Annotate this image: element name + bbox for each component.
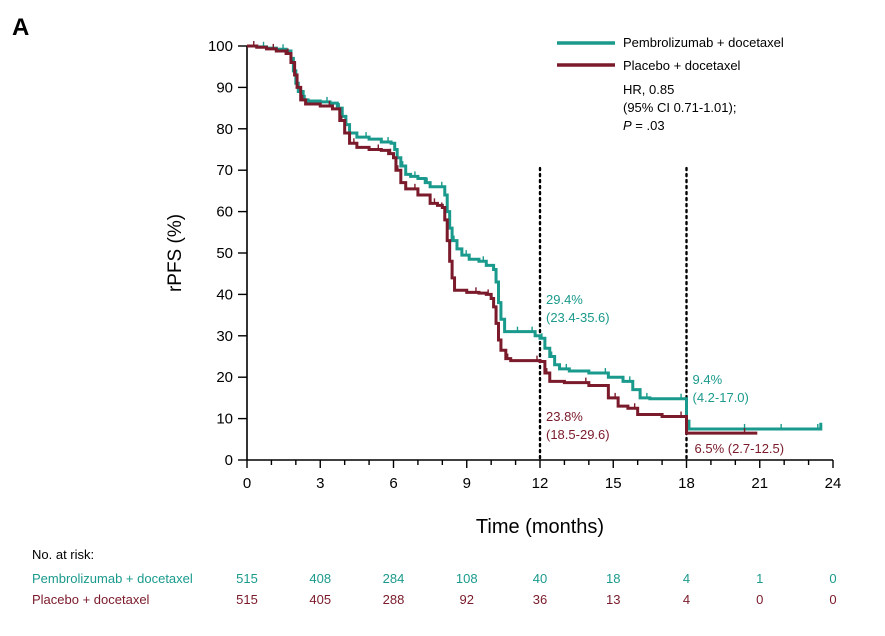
y-tick-label: 90 [216,79,233,96]
survival-curves [247,41,823,435]
risk-value: 13 [606,592,620,607]
stats-block: HR, 0.85 (95% CI 0.71-1.01); P = .03 [623,82,736,133]
censor-marks-placebo [253,41,746,435]
x-tick-label: 18 [678,475,695,492]
x-tick-label: 15 [605,475,622,492]
annotation-value: 29.4% [546,292,583,307]
y-tick-label: 30 [216,328,233,345]
x-tick-label: 21 [751,475,768,492]
risk-value: 4 [683,571,690,586]
x-tick-label: 6 [389,475,397,492]
p-value-label: P [623,118,632,133]
risk-value: 40 [533,571,547,586]
panel-label: A [12,14,29,41]
annotation-value: 9.4% [693,372,723,387]
legend: Pembrolizumab + docetaxel Placebo + doce… [557,35,784,73]
y-tick-label: 70 [216,162,233,179]
annotation-value: 6.5% (2.7-12.5) [695,441,785,456]
x-tick-label: 9 [463,475,471,492]
risk-value: 405 [309,592,331,607]
annotation-ci: (18.5-29.6) [546,427,610,442]
y-tick-label: 80 [216,121,233,138]
annotation-value: 23.8% [546,409,583,424]
risk-value: 18 [606,571,620,586]
y-tick-label: 60 [216,204,233,221]
annotation-ci: (23.4-35.6) [546,310,610,325]
risk-value: 284 [383,571,405,586]
risk-table-title: No. at risk: [32,547,94,562]
y-axis: 0 10 20 30 40 50 60 70 80 90 100 [208,38,248,469]
legend-label-pembro: Pembrolizumab + docetaxel [623,35,784,50]
y-tick-label: 20 [216,369,233,386]
survival-curve-pembro [247,44,823,431]
risk-value: 4 [683,592,690,607]
risk-value: 36 [533,592,547,607]
annotation-ci: (4.2-17.0) [693,390,749,405]
risk-value: 1 [756,571,763,586]
x-axis: 0 3 6 9 12 15 18 21 24 [243,459,842,492]
risk-value: 515 [236,571,258,586]
y-axis-label: rPFS (%) [165,214,186,292]
legend-label-placebo: Placebo + docetaxel [623,58,741,73]
y-tick-label: 50 [216,245,233,262]
hazard-ratio: HR, 0.85 [623,82,674,97]
risk-row-label: Placebo + docetaxel [32,592,150,607]
x-tick-label: 3 [316,475,324,492]
x-tick-label: 24 [825,475,842,492]
risk-value: 0 [756,592,763,607]
risk-value: 288 [383,592,405,607]
y-tick-label: 10 [216,411,233,428]
x-axis-label: Time (months) [476,516,604,538]
risk-value: 0 [829,571,836,586]
risk-value: 408 [309,571,331,586]
x-tick-label: 12 [532,475,549,492]
y-tick-label: 0 [225,452,233,469]
risk-value: 515 [236,592,258,607]
risk-value: 108 [456,571,478,586]
risk-value: 0 [829,592,836,607]
curve-annotations: 29.4% (23.4-35.6) 23.8% (18.5-29.6) 9.4% (4.2… [546,292,784,456]
landmark-lines [538,166,688,462]
risk-row-label: Pembrolizumab + docetaxel [32,571,193,586]
confidence-interval: (95% CI 0.71-1.01); [623,100,736,115]
p-value-number: = .03 [632,118,665,133]
y-tick-label: 40 [216,286,233,303]
risk-value: 92 [460,592,474,607]
risk-table: No. at risk: Pembrolizumab + docetaxel 51… [32,547,837,607]
censor-marks-pembro [262,41,819,430]
y-tick-label: 100 [208,38,233,55]
x-tick-label: 0 [243,475,251,492]
survival-curve-placebo [247,44,758,435]
p-value: P = .03 [623,118,665,133]
